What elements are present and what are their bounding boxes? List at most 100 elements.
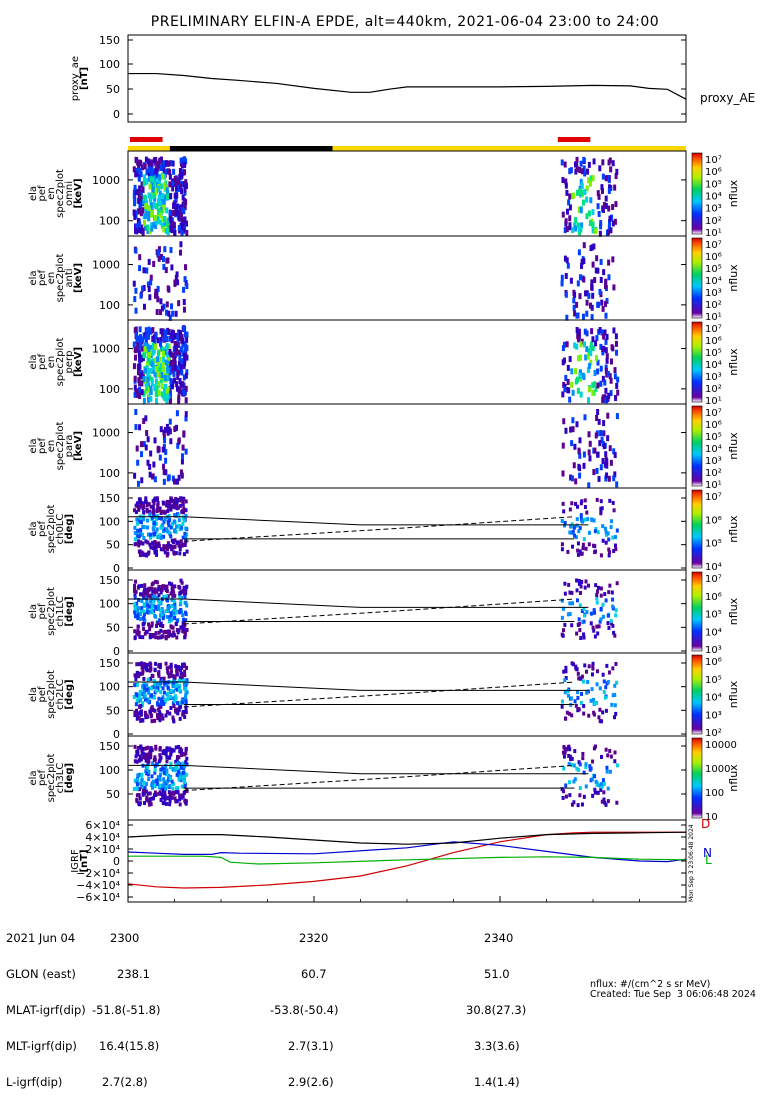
spectrogram-cell [609, 619, 613, 624]
spectrogram-cell [136, 609, 140, 614]
y-tick-label: 100 [99, 681, 120, 694]
spectrogram-cell [152, 793, 156, 798]
spectrogram-cell [162, 303, 166, 310]
colorbar-tick-label: 10⁵ [705, 264, 722, 275]
colorbar-label: nflux [727, 515, 740, 543]
spectrogram-cell [168, 799, 172, 804]
spectrogram-cell [154, 762, 158, 767]
spectrogram-cell [173, 605, 177, 610]
spectrogram-cell [169, 534, 173, 539]
footer-row-label: 2021 Jun 04 [6, 931, 76, 945]
spectrogram-cell [184, 199, 188, 206]
spectrogram-cell [133, 635, 137, 640]
spectrogram-cell [173, 584, 177, 589]
y-tick-label: 50 [106, 621, 120, 634]
spectrogram-cell [607, 625, 611, 630]
spectrogram-cell [583, 663, 587, 668]
spectrogram-cell [142, 397, 146, 404]
spectrogram-cell [158, 454, 162, 461]
spectrogram-cell [608, 157, 612, 164]
spectrogram-cell [184, 628, 188, 633]
panel-frame-ae [127, 34, 687, 123]
spectrogram-cell [156, 360, 160, 367]
colorbar [691, 237, 703, 319]
spectrogram-cell [157, 194, 161, 201]
spectrogram-cell [154, 371, 158, 378]
panel-frame-ch2 [127, 652, 687, 737]
spectrogram-cell [613, 184, 617, 191]
spectrogram-cell [568, 204, 572, 211]
spectrogram-cell [148, 624, 152, 629]
spectrogram-cell [159, 772, 163, 777]
spectrogram-cell [575, 598, 579, 603]
spectrogram-cell [185, 584, 189, 589]
spectrogram-cell [147, 777, 151, 782]
spectrogram-cell [578, 472, 582, 479]
colorbar-tick-label: 10³ [705, 204, 722, 215]
spectrogram-cell [182, 181, 186, 188]
spectrogram-cell [162, 529, 166, 534]
spectrogram-cell [151, 344, 155, 351]
spectrogram-cell [598, 619, 602, 624]
spectrogram-cell [140, 772, 144, 777]
spectrogram-cell [139, 160, 143, 167]
spectrogram-cell [570, 756, 574, 761]
spectrogram-cell [146, 540, 150, 545]
spectrogram-cell [591, 666, 595, 671]
spectrogram-cell [165, 748, 169, 753]
spectrogram-cell [596, 382, 600, 389]
spectrogram-cell [601, 602, 605, 607]
spectrogram-cell [142, 589, 146, 594]
spectrogram-cell [159, 345, 163, 352]
spectrogram-cell [571, 417, 575, 424]
spectrogram-cell [140, 380, 144, 387]
spectrogram-cell [578, 786, 582, 791]
spectrogram-cell [587, 386, 591, 393]
spectrogram-cell [608, 184, 612, 191]
spectrogram-cell [174, 503, 178, 508]
spectrogram-cell [574, 664, 578, 669]
spectrogram-cell [591, 209, 595, 216]
spectrogram-cell [151, 473, 155, 480]
spectrogram-cell [184, 610, 188, 615]
spectrogram-cell [600, 782, 604, 787]
colorbar [691, 654, 703, 735]
spectrogram-cell [159, 363, 163, 370]
spectrogram-cell [180, 700, 184, 705]
spectrogram-cell [580, 182, 584, 189]
spectrogram-cell [167, 513, 171, 518]
spectrogram-cell [170, 498, 174, 503]
spectrogram-cell [156, 686, 160, 691]
spectrogram-cell [163, 426, 167, 433]
spectrogram-cell [613, 693, 617, 698]
spectrogram-cell [184, 415, 188, 422]
y-axis-label: [keV] [73, 263, 84, 293]
spectrogram-cell [181, 662, 185, 667]
spectrogram-cell [143, 224, 147, 231]
spectrogram-cell [615, 581, 619, 586]
spectrogram-cell [608, 215, 612, 222]
spectrogram-cell [162, 676, 166, 681]
spectrogram-cell [611, 693, 615, 698]
colorbar-tick-label: 10³ [705, 456, 722, 467]
spectrogram-cell [184, 179, 188, 186]
spectrogram-cell [136, 624, 140, 629]
spectrogram-cell [146, 745, 150, 750]
spectrogram-cell [147, 588, 151, 593]
spectrogram-cell [561, 345, 565, 352]
y-axis-label: pef [37, 354, 48, 371]
spectrogram-cell [135, 759, 139, 764]
spectrogram-cell [168, 181, 172, 188]
spectrogram-cell [182, 220, 186, 227]
spectrogram-cell [583, 517, 587, 522]
spectrogram-cell [155, 552, 159, 557]
spectrogram-cell [156, 503, 160, 508]
spectrogram-cell [172, 613, 176, 618]
spectrogram-cell [585, 213, 589, 220]
spectrogram-cell [145, 771, 149, 776]
spectrogram-cell [561, 177, 565, 184]
spectrogram-cell [567, 387, 571, 394]
y-tick-label: 150 [99, 657, 120, 670]
spectrogram-cell [133, 537, 137, 542]
y-axis-label: [keV] [73, 347, 84, 377]
